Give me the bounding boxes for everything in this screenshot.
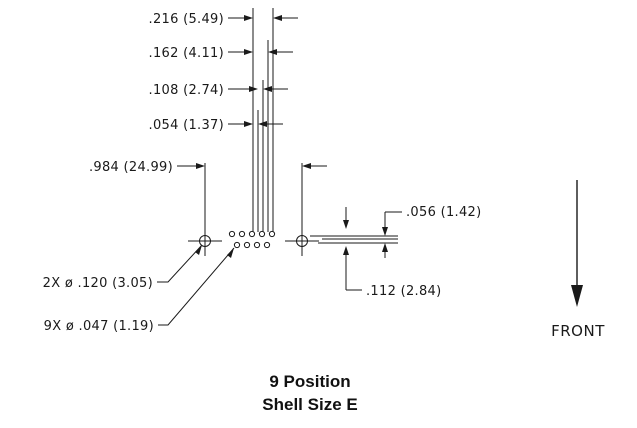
contact-hole-8 <box>253 241 261 249</box>
dimension-leaders <box>177 15 327 169</box>
contact-hole-4 <box>258 230 266 238</box>
contact-hole-2 <box>238 230 246 238</box>
dim-label-108: .108 (2.74) <box>149 83 224 98</box>
dim-label-056: .056 (1.42) <box>406 205 481 220</box>
title-line-2: Shell Size E <box>262 395 357 414</box>
dim-label-162: .162 (4.11) <box>149 46 224 61</box>
mount-hole-callout: 2X ø .120 (3.05) <box>43 276 153 291</box>
extension-lines <box>204 8 303 232</box>
dim-label-216: .216 (5.49) <box>149 12 224 27</box>
left-mount-hole <box>188 226 222 256</box>
contact-holes <box>228 230 276 249</box>
front-arrow-icon <box>571 180 583 307</box>
dim-label-112: .112 (2.84) <box>366 284 441 299</box>
row-dimensions <box>310 207 402 291</box>
contact-hole-6 <box>233 241 241 249</box>
front-label: FRONT <box>551 322 605 340</box>
right-mount-hole <box>285 226 319 256</box>
contact-hole-callout: 9X ø .047 (1.19) <box>44 319 154 334</box>
hole-callout-leaders <box>157 244 235 326</box>
contact-hole-1 <box>228 230 236 238</box>
contact-hole-7 <box>243 241 251 249</box>
contact-hole-3 <box>248 230 256 238</box>
title-line-1: 9 Position <box>269 372 350 391</box>
contact-hole-9 <box>263 241 271 249</box>
dim-label-054: .054 (1.37) <box>149 118 224 133</box>
dim-label-984: .984 (24.99) <box>89 160 173 175</box>
contact-hole-5 <box>268 230 276 238</box>
